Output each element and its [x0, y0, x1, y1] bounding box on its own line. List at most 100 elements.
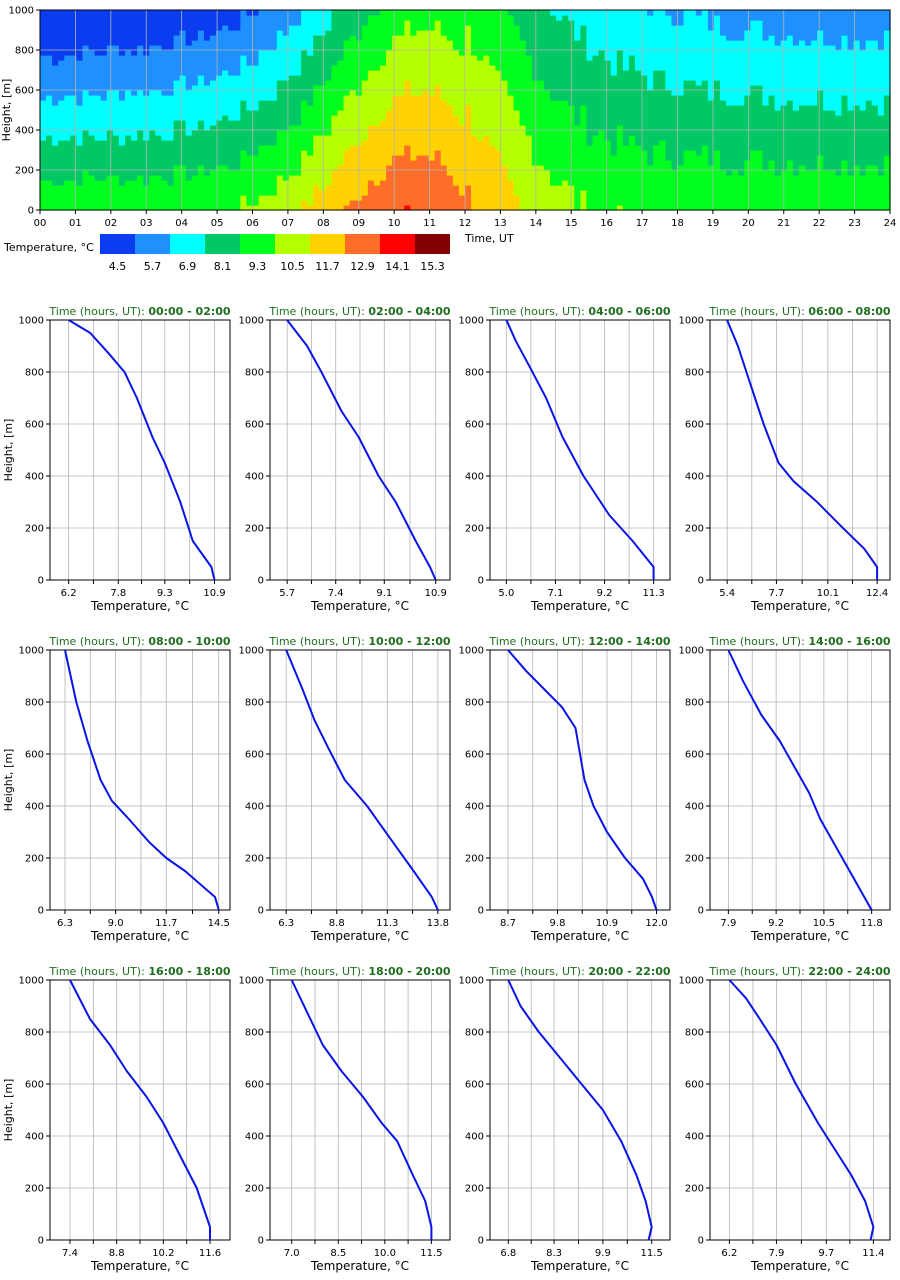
- heatmap-cell: [701, 155, 709, 161]
- heatmap-cell: [173, 130, 181, 136]
- heatmap-cell: [647, 190, 654, 196]
- heatmap-cell: [155, 135, 163, 141]
- heatmap-cell: [592, 205, 600, 211]
- heatmap-cell: [616, 85, 624, 91]
- heatmap-cell: [598, 160, 606, 166]
- heatmap-cell: [543, 150, 551, 156]
- heatmap-cell: [507, 45, 515, 51]
- heatmap-cell: [252, 40, 260, 46]
- heatmap-cell: [106, 10, 114, 16]
- heatmap-cell: [428, 150, 436, 156]
- heatmap-cell: [428, 140, 436, 146]
- heatmap-cell: [361, 160, 369, 166]
- heatmap-cell: [507, 80, 515, 86]
- heatmap-cell: [264, 110, 272, 116]
- heatmap-cell: [477, 105, 484, 111]
- heatmap-cell: [580, 50, 588, 56]
- heatmap-cell: [307, 165, 314, 171]
- heatmap-cell: [659, 115, 666, 121]
- heatmap-cell: [768, 35, 776, 41]
- heatmap-cell: [82, 110, 90, 116]
- heatmap-cell: [592, 15, 600, 21]
- heatmap-cell: [197, 110, 205, 116]
- heatmap-cell: [556, 135, 563, 141]
- heatmap-cell: [331, 110, 339, 116]
- heatmap-cell: [295, 55, 302, 61]
- heatmap-cell: [222, 145, 229, 151]
- heatmap-cell: [258, 125, 266, 131]
- heatmap-cell: [216, 160, 223, 166]
- heatmap-cell: [495, 145, 503, 151]
- heatmap-cell: [501, 100, 509, 106]
- heatmap-cell: [203, 35, 211, 41]
- heatmap-cell: [477, 200, 484, 206]
- heatmap-cell: [301, 130, 308, 136]
- heatmap-cell: [161, 155, 169, 161]
- heatmap-cell: [94, 185, 102, 191]
- heatmap-cell: [161, 190, 169, 196]
- heatmap-cell: [616, 195, 624, 201]
- heatmap-cell: [367, 75, 375, 81]
- heatmap-cell: [713, 20, 721, 26]
- heatmap-cell: [313, 140, 320, 146]
- heatmap-cell: [343, 85, 351, 91]
- heatmap-cell: [52, 25, 59, 31]
- heatmap-cell: [52, 135, 59, 141]
- heatmap-cell: [616, 60, 624, 66]
- heatmap-cell: [635, 185, 642, 191]
- heatmap-cell: [543, 65, 551, 71]
- heatmap-cell: [550, 30, 557, 36]
- heatmap-cell: [331, 30, 339, 36]
- heatmap-cell: [167, 180, 175, 186]
- heatmap-cell: [76, 120, 84, 126]
- heatmap-cell: [337, 140, 345, 146]
- heatmap-cell: [750, 190, 758, 196]
- heatmap-cell: [167, 195, 175, 201]
- heatmap-cell: [319, 105, 326, 111]
- heatmap-cell: [131, 180, 138, 186]
- heatmap-cell: [501, 30, 509, 36]
- heatmap-cell: [720, 155, 727, 161]
- heatmap-cell: [665, 125, 673, 131]
- heatmap-cell: [398, 30, 405, 36]
- heatmap-cell: [622, 180, 630, 186]
- heatmap-cell: [313, 75, 320, 81]
- heatmap-cell: [604, 25, 612, 31]
- heatmap-cell: [112, 10, 120, 16]
- heatmap-cell: [112, 80, 120, 86]
- heatmap-cell: [276, 50, 284, 56]
- heatmap-cell: [331, 65, 339, 71]
- heatmap-cell: [349, 120, 357, 126]
- heatmap-cell: [149, 115, 156, 121]
- heatmap-cell: [216, 15, 223, 21]
- heatmap-cell: [149, 30, 156, 36]
- heatmap-cell: [125, 40, 132, 46]
- heatmap-cell: [380, 75, 387, 81]
- heatmap-cell: [689, 85, 697, 91]
- heatmap-cell: [744, 165, 751, 171]
- heatmap-cell: [574, 200, 581, 206]
- heatmap-cell: [112, 135, 120, 141]
- heatmap-cell: [465, 125, 472, 131]
- heatmap-cell: [416, 15, 424, 21]
- heatmap-cell: [689, 65, 697, 71]
- heatmap-cell: [185, 90, 193, 96]
- heatmap-cell: [100, 190, 108, 196]
- heatmap-cell: [440, 90, 448, 96]
- heatmap-cell: [131, 20, 138, 26]
- heatmap-cell: [295, 70, 302, 76]
- heatmap-cell: [683, 90, 691, 96]
- heatmap-cell: [513, 200, 521, 206]
- heatmap-cell: [100, 50, 108, 56]
- heatmap-cell: [197, 115, 205, 121]
- heatmap-cell: [495, 50, 503, 56]
- heatmap-cell: [118, 135, 126, 141]
- heatmap-cell: [264, 105, 272, 111]
- heatmap-cell: [367, 45, 375, 51]
- heatmap-cell: [537, 100, 545, 106]
- heatmap-cell: [276, 190, 284, 196]
- heatmap-cell: [641, 180, 648, 186]
- heatmap-cell: [592, 100, 600, 106]
- heatmap-cell: [380, 135, 387, 141]
- heatmap-cell: [598, 45, 606, 51]
